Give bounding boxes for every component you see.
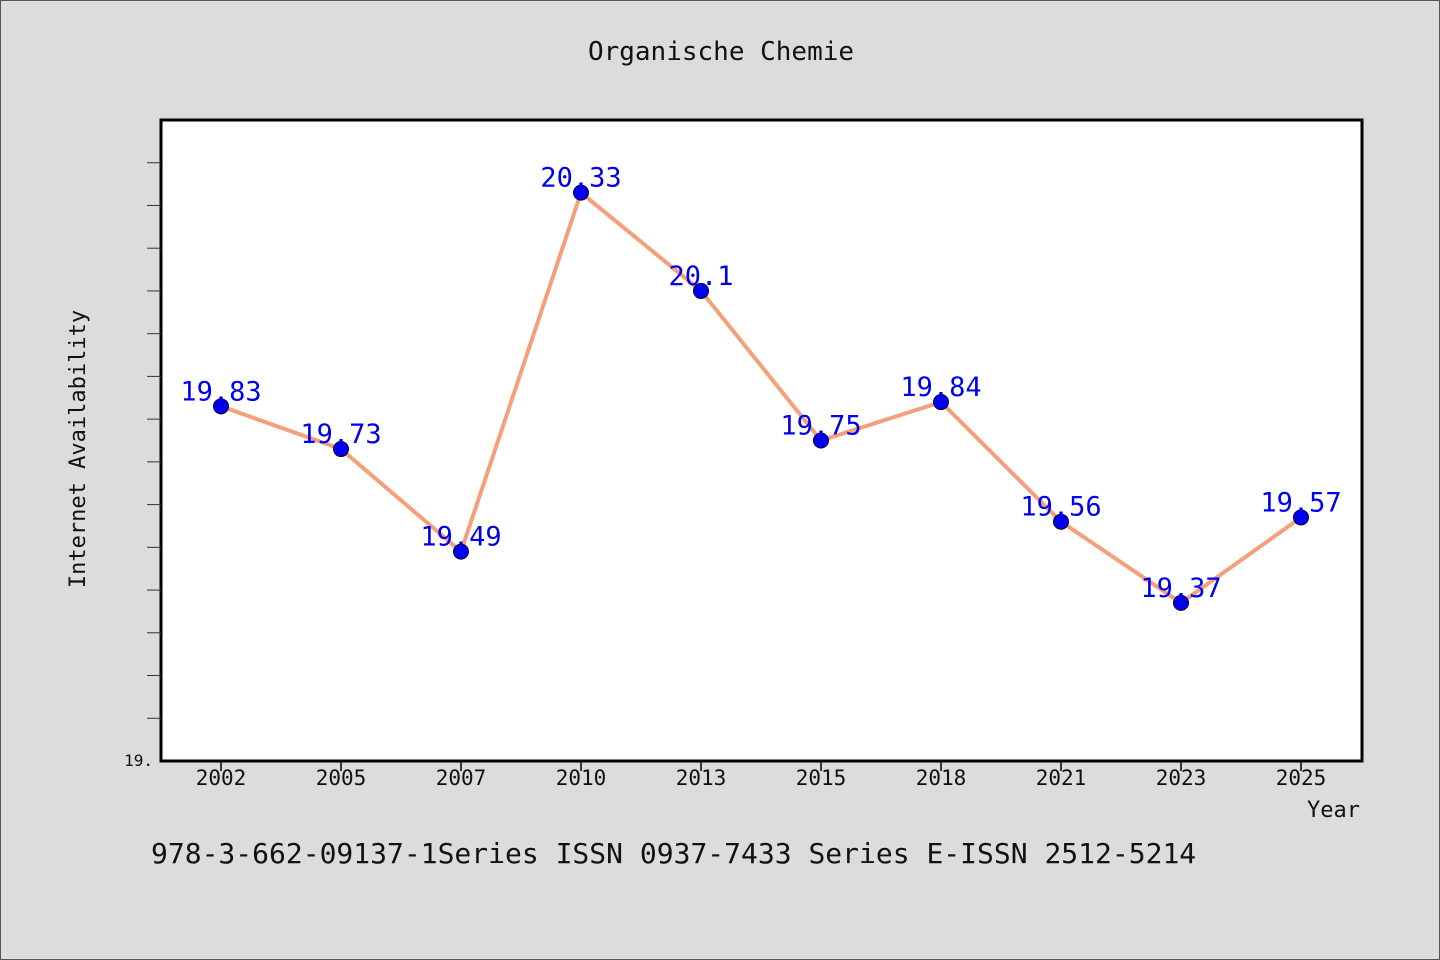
data-point	[213, 398, 229, 415]
x-tick-label: 2021	[1036, 766, 1087, 790]
y-axis-title: Internet Availability	[66, 310, 91, 588]
data-point	[453, 543, 469, 560]
data-label: 20.1	[668, 261, 733, 292]
x-tick-label: 2002	[196, 766, 247, 790]
data-label: 19.75	[780, 411, 861, 442]
data-label: 19.37	[1140, 573, 1221, 604]
chart-title: Organische Chemie	[587, 37, 855, 67]
x-tick-label: 2010	[556, 766, 607, 790]
data-point	[333, 441, 349, 458]
data-label: 20.33	[540, 163, 621, 194]
data-label: 19.84	[900, 372, 981, 403]
x-tick-label: 2023	[1156, 766, 1207, 790]
y-tick-label: 19.	[124, 751, 153, 770]
data-label: 19.49	[420, 522, 501, 553]
data-label: 19.56	[1020, 492, 1101, 523]
x-tick-label: 2025	[1276, 766, 1327, 790]
data-point	[1053, 513, 1069, 530]
x-tick-label: 2015	[796, 766, 847, 790]
data-label: 19.73	[300, 419, 381, 450]
data-point	[933, 394, 949, 411]
data-point	[693, 282, 709, 299]
x-tick-label: 2013	[676, 766, 727, 790]
x-tick-label: 2018	[916, 766, 967, 790]
series-line	[220, 190, 1303, 605]
data-label: 19.83	[180, 376, 261, 407]
x-tick-label: 2005	[316, 766, 367, 790]
data-point	[1173, 594, 1189, 611]
data-point	[573, 184, 589, 201]
data-label: 19.57	[1260, 487, 1341, 518]
plot-area	[159, 118, 1364, 763]
x-axis-title: Year	[1307, 798, 1360, 823]
data-point	[1293, 509, 1309, 526]
footer-isbn-issn: 978-3-662-09137-1Series ISSN 0937-7433 S…	[151, 837, 1197, 870]
x-tick-label: 2007	[436, 766, 487, 790]
data-point	[813, 432, 829, 449]
